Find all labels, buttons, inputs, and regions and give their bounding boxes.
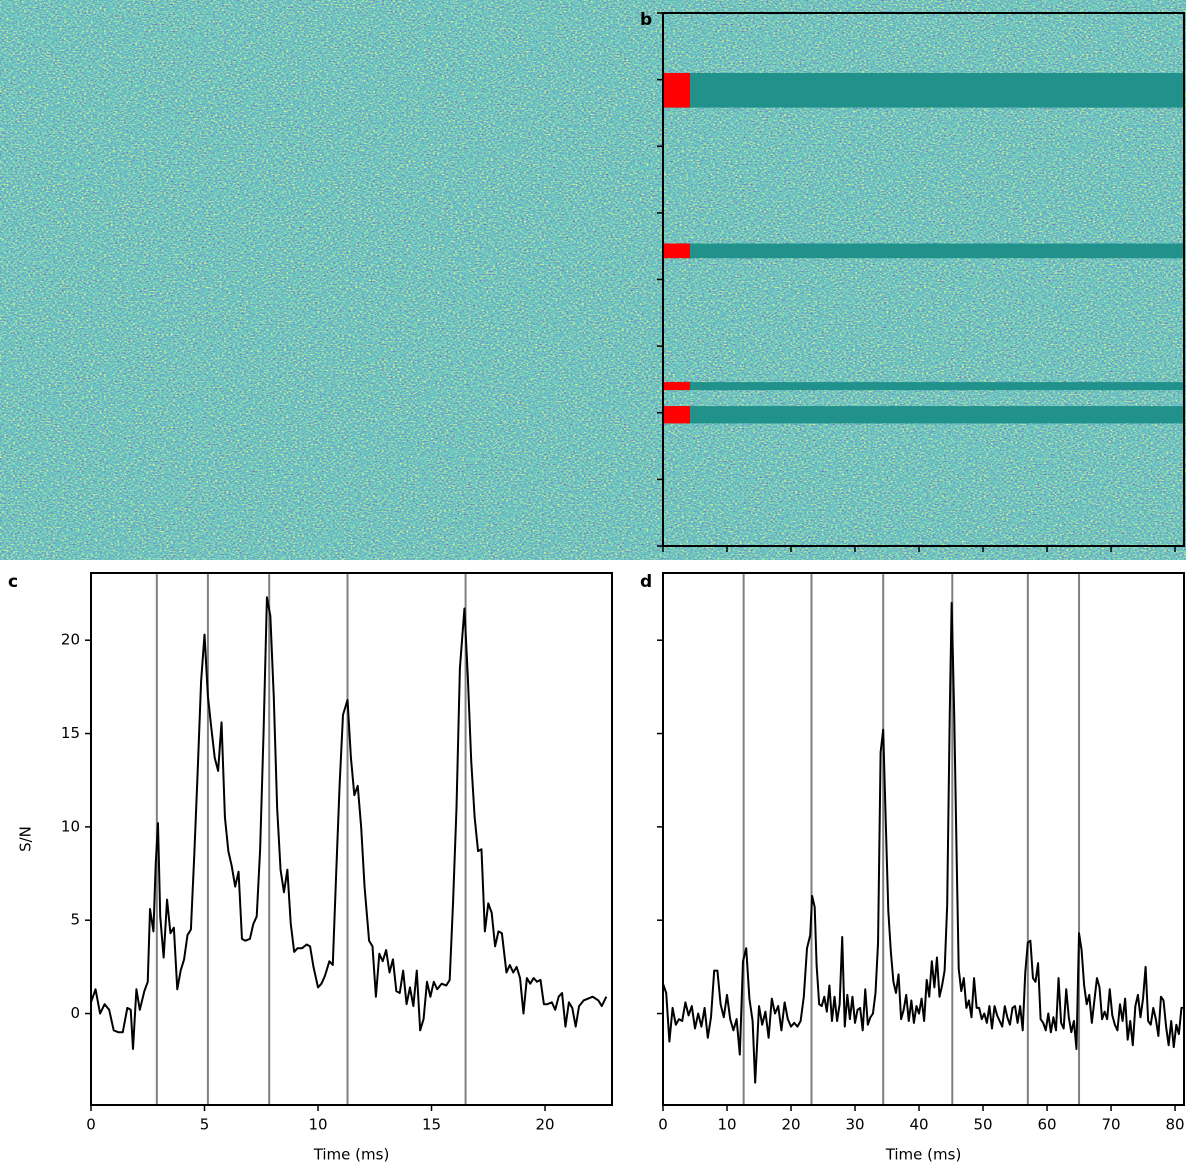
flagged-channel (663, 406, 690, 424)
x-tick-label: 40 (909, 1116, 928, 1134)
x-tick-label: 70 (1101, 1116, 1120, 1134)
x-tick-label: 20 (781, 1116, 800, 1134)
sn-line (662, 601, 1184, 1084)
x-tick-label: 15 (422, 1116, 441, 1134)
y-tick-label: 450 (51, 470, 80, 488)
y-tick-label: 550 (51, 337, 80, 355)
y-tick-label: 10 (61, 817, 80, 835)
masked-band (91, 416, 612, 428)
y-tick-label: 650 (51, 203, 80, 221)
masked-band (91, 243, 612, 259)
masked-band (91, 52, 612, 71)
y-tick-label: 600 (51, 270, 80, 288)
panel-label: b (640, 10, 652, 30)
x-axis-label: Time (ms) (313, 1146, 390, 1164)
flagged-channel (91, 318, 118, 328)
axes-frame (662, 572, 1185, 1106)
flagged-channel (663, 243, 690, 259)
x-tick-label: 20 (535, 1116, 554, 1134)
x-tick-label: 10 (308, 1116, 327, 1134)
masked-band (91, 404, 612, 415)
masked-band (663, 382, 1184, 391)
masked-band (91, 515, 612, 537)
sn-line (90, 596, 608, 1050)
x-tick-label: 60 (1037, 1116, 1056, 1134)
flagged-channel (91, 296, 118, 312)
masked-band (91, 296, 612, 312)
flagged-channel (91, 515, 118, 537)
masked-band (91, 335, 612, 352)
x-tick-label: 0 (658, 1116, 668, 1134)
flagged-channel (91, 262, 118, 276)
masked-band (91, 363, 612, 393)
y-tick-label: 800 (51, 4, 80, 22)
flagged-channel (91, 363, 118, 393)
y-tick-label: 750 (51, 70, 80, 88)
flagged-channel (91, 13, 118, 31)
masked-band (663, 243, 1184, 259)
x-tick-label: 0 (86, 1116, 96, 1134)
flagged-channel (91, 52, 118, 71)
y-tick-label: 15 (61, 724, 80, 742)
y-tick-label: 400 (51, 537, 80, 555)
x-tick-label: 30 (845, 1116, 864, 1134)
panel-label: d (640, 572, 652, 592)
flagged-channel (663, 382, 690, 391)
masked-band (91, 262, 612, 276)
masked-band (91, 13, 612, 31)
flagged-channel (91, 416, 118, 428)
flagged-channel (91, 222, 118, 236)
x-tick-label: 80 (1165, 1116, 1184, 1134)
masked-band (91, 222, 612, 236)
masked-band (91, 318, 612, 328)
flagged-channel (91, 71, 118, 108)
y-tick-label: 20 (61, 631, 80, 649)
y-axis-label: Frequency (MHz) (17, 216, 35, 342)
axes-frame (90, 572, 613, 1106)
flagged-channel (91, 243, 118, 259)
flagged-channel (91, 404, 118, 415)
x-axis-label: Time (ms) (885, 1146, 962, 1164)
y-tick-label: 0 (70, 1004, 80, 1022)
panel-label: a (8, 10, 19, 30)
panel-label: c (8, 572, 18, 592)
x-tick-label: 5 (200, 1116, 210, 1134)
x-tick-label: 50 (973, 1116, 992, 1134)
y-tick-label: 5 (70, 911, 80, 929)
x-tick-label: 10 (717, 1116, 736, 1134)
masked-band (91, 71, 612, 108)
y-axis-label: S/N (17, 826, 35, 852)
masked-band (663, 406, 1184, 424)
flagged-channel (663, 72, 690, 108)
flagged-channel (91, 335, 118, 352)
y-tick-label: 500 (51, 403, 80, 421)
y-tick-label: 700 (51, 137, 80, 155)
masked-band (663, 72, 1184, 108)
